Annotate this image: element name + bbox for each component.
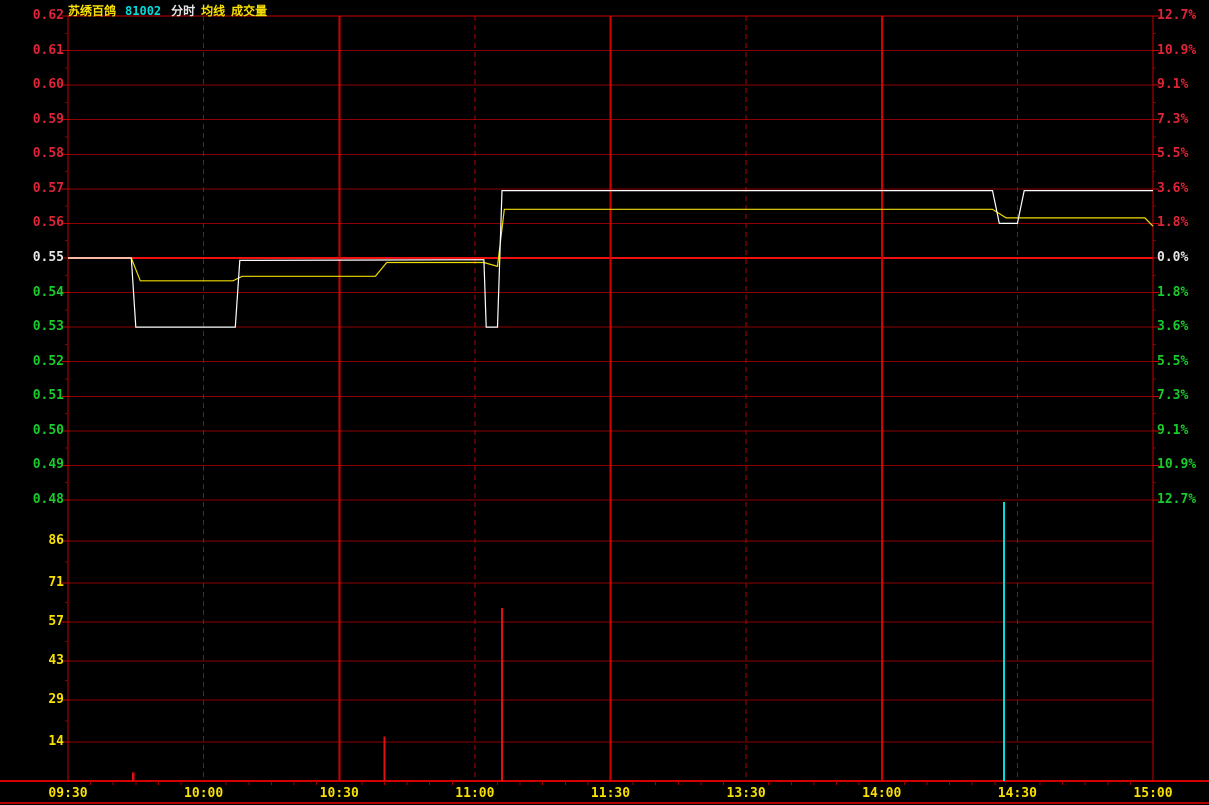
price-axis-label: 0.58 — [32, 146, 64, 162]
percent-axis-label: 0.0% — [1157, 250, 1189, 265]
time-axis-label: 14:00 — [862, 786, 902, 801]
price-axis-label: 0.54 — [32, 284, 64, 300]
percent-axis-label: 5.5% — [1157, 353, 1189, 369]
percent-axis-label: 1.8% — [1157, 215, 1189, 231]
stock-name: 苏绣百鸽 — [68, 4, 117, 18]
mode-label-avgline: 均线 — [201, 4, 226, 18]
volume-axis-label: 29 — [48, 692, 64, 708]
percent-axis-label: 3.6% — [1157, 180, 1189, 196]
price-axis-label: 0.61 — [32, 42, 64, 58]
time-axis-label: 09:30 — [48, 786, 88, 801]
price-axis-label: 0.49 — [32, 457, 64, 473]
percent-axis-label: 12.7% — [1157, 8, 1197, 23]
price-axis-label: 0.53 — [32, 319, 64, 335]
price-axis-label: 0.57 — [32, 180, 64, 196]
volume-bar — [383, 736, 386, 781]
mode-label-minute: 分时 — [171, 4, 196, 18]
price-axis-label: 0.59 — [32, 111, 64, 127]
price-line — [68, 190, 1153, 328]
percent-axis-label: 10.9% — [1157, 42, 1197, 58]
percent-axis-label: 5.5% — [1157, 146, 1189, 162]
time-axis-label: 10:30 — [319, 786, 359, 801]
time-axis-label: 13:30 — [726, 786, 766, 801]
percent-axis-label: 3.6% — [1157, 319, 1189, 335]
percent-axis-label: 10.9% — [1157, 457, 1197, 473]
volume-axis-label: 14 — [48, 733, 64, 749]
percent-axis-label: 9.1% — [1157, 422, 1189, 438]
avg-price-line — [68, 208, 1154, 282]
percent-axis-label: 9.1% — [1157, 77, 1189, 93]
time-axis-label: 10:00 — [184, 786, 224, 801]
percent-axis-label: 7.3% — [1157, 388, 1189, 404]
time-axis-label: 11:00 — [455, 786, 495, 801]
volume-axis-label: 71 — [48, 574, 64, 590]
time-axis-label: 14:30 — [997, 786, 1037, 801]
percent-axis-label: 7.3% — [1157, 111, 1189, 127]
chart-header: 苏绣百鸽 81002 分时 均线 成交量 — [68, 2, 268, 18]
volume-bar — [1002, 502, 1006, 781]
mode-label-volume: 成交量 — [231, 4, 268, 18]
price-axis-label: 0.50 — [32, 422, 64, 438]
stock-code: 81002 — [125, 4, 162, 18]
volume-bar — [132, 772, 135, 781]
volume-axis-label: 57 — [48, 613, 64, 629]
percent-axis-label: 1.8% — [1157, 284, 1189, 300]
price-axis-label: 0.62 — [32, 8, 64, 23]
price-axis-label: 0.51 — [32, 388, 64, 404]
percent-axis-label: 12.7% — [1157, 492, 1197, 507]
price-axis-label: 0.52 — [32, 353, 64, 369]
volume-bar — [501, 608, 504, 781]
volume-axis-label: 86 — [48, 533, 64, 549]
price-axis-label: 0.55 — [32, 250, 64, 265]
time-axis-label: 15:00 — [1133, 786, 1173, 801]
price-axis-label: 0.48 — [32, 492, 64, 507]
volume-axis-label: 43 — [48, 653, 64, 669]
price-axis-label: 0.56 — [32, 215, 64, 231]
time-axis-label: 11:30 — [590, 786, 631, 801]
price-axis-label: 0.60 — [32, 77, 64, 93]
